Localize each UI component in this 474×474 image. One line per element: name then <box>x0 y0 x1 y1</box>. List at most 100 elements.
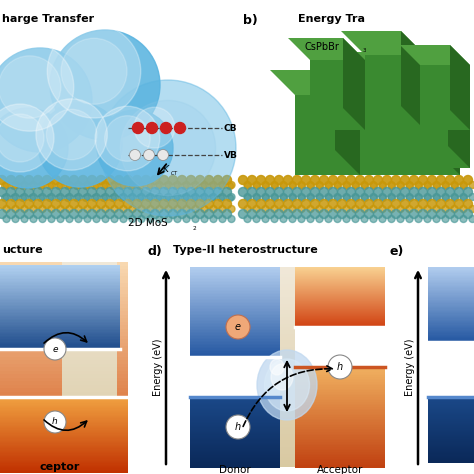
Circle shape <box>406 216 413 222</box>
Bar <box>0 459 128 461</box>
Bar <box>295 281 385 283</box>
Bar <box>0 410 128 411</box>
Circle shape <box>219 216 226 222</box>
Bar <box>0 404 128 406</box>
Bar <box>0 340 120 342</box>
Bar <box>428 418 474 419</box>
Circle shape <box>57 182 64 189</box>
Bar <box>295 274 385 275</box>
Circle shape <box>138 216 145 222</box>
Circle shape <box>407 194 413 201</box>
Bar <box>0 422 128 424</box>
Circle shape <box>299 182 306 190</box>
Bar <box>428 444 474 445</box>
Bar <box>428 434 474 436</box>
Circle shape <box>370 193 377 201</box>
Circle shape <box>319 200 328 209</box>
Bar <box>0 401 128 402</box>
Circle shape <box>28 182 36 190</box>
Bar <box>428 428 474 429</box>
Bar <box>0 281 120 283</box>
Bar <box>190 356 280 357</box>
Bar <box>295 285 385 286</box>
Bar <box>295 434 385 436</box>
Bar <box>0 285 120 287</box>
Circle shape <box>281 182 288 190</box>
Circle shape <box>319 188 328 197</box>
Bar <box>295 322 385 323</box>
Bar <box>280 314 295 318</box>
Bar <box>428 274 474 276</box>
Bar <box>428 271 474 273</box>
Bar <box>428 424 474 426</box>
Bar <box>428 399 474 401</box>
Circle shape <box>428 200 437 209</box>
Circle shape <box>82 182 90 190</box>
Circle shape <box>97 175 106 184</box>
Bar <box>295 407 385 409</box>
Bar <box>62 455 117 458</box>
Bar <box>0 265 128 270</box>
Bar <box>62 301 117 304</box>
Bar <box>0 325 128 329</box>
Bar <box>0 434 128 438</box>
Circle shape <box>97 110 173 186</box>
Bar <box>190 318 280 320</box>
Circle shape <box>361 216 368 222</box>
Circle shape <box>434 194 440 201</box>
Bar <box>190 349 280 352</box>
Bar <box>190 274 280 276</box>
Circle shape <box>370 206 377 212</box>
Bar <box>62 384 117 389</box>
Bar <box>190 416 280 417</box>
Text: $K$: $K$ <box>162 163 171 174</box>
Circle shape <box>397 216 404 222</box>
Circle shape <box>147 206 154 212</box>
Bar <box>428 267 474 269</box>
Bar <box>280 320 295 324</box>
Bar <box>0 283 128 287</box>
Circle shape <box>256 175 265 184</box>
Circle shape <box>3 216 10 222</box>
Bar <box>0 320 120 322</box>
Bar <box>428 290 474 291</box>
Bar <box>428 428 474 430</box>
Circle shape <box>48 206 55 212</box>
Ellipse shape <box>264 359 310 411</box>
Bar <box>280 394 295 398</box>
Circle shape <box>371 194 377 201</box>
Bar <box>190 319 280 321</box>
Bar <box>190 303 280 305</box>
Circle shape <box>460 182 467 189</box>
Bar <box>190 451 280 452</box>
Bar <box>62 409 117 413</box>
Bar <box>0 413 128 415</box>
Bar <box>190 421 280 423</box>
Bar <box>190 441 280 443</box>
Bar <box>62 399 117 402</box>
Circle shape <box>362 182 368 190</box>
Circle shape <box>3 193 10 201</box>
Bar <box>0 308 128 311</box>
Bar <box>428 409 474 410</box>
Bar <box>428 432 474 433</box>
Bar <box>0 326 120 328</box>
Bar <box>295 462 385 464</box>
Circle shape <box>156 182 163 189</box>
Bar <box>190 304 280 307</box>
Bar <box>190 299 280 301</box>
Circle shape <box>137 194 144 201</box>
Circle shape <box>419 210 428 219</box>
Bar <box>190 464 280 465</box>
Bar <box>295 317 385 319</box>
Bar <box>295 370 385 373</box>
Circle shape <box>337 210 346 219</box>
Bar <box>0 427 128 430</box>
Circle shape <box>186 210 195 219</box>
Circle shape <box>79 200 88 209</box>
Circle shape <box>415 193 422 201</box>
Circle shape <box>0 48 92 152</box>
Circle shape <box>292 175 301 184</box>
Circle shape <box>161 122 172 134</box>
Bar <box>280 280 295 284</box>
